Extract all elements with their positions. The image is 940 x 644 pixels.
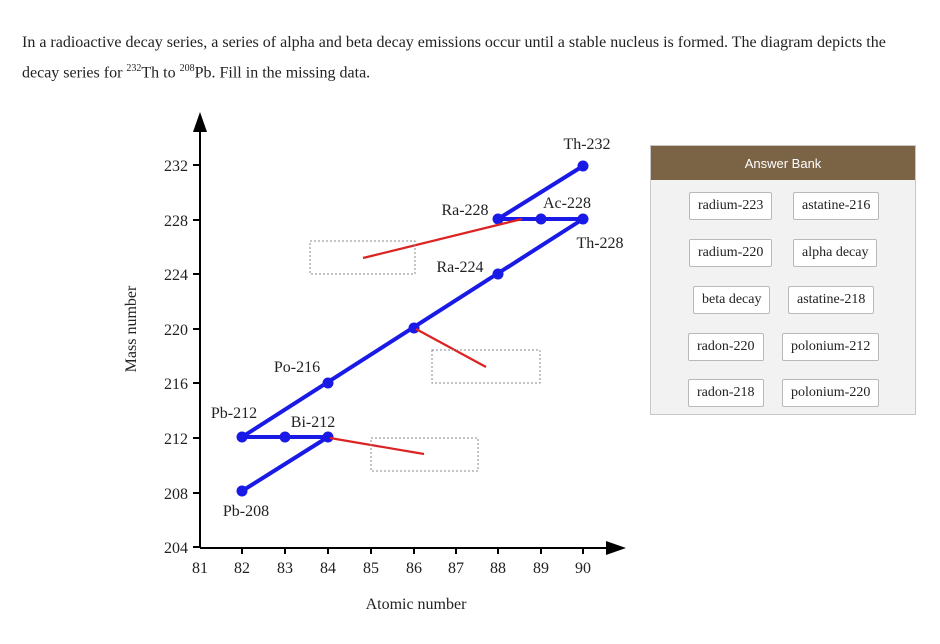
- x-tick-label: 84: [320, 560, 336, 577]
- point-th228: [577, 213, 589, 225]
- y-tick-label: 204: [164, 540, 188, 557]
- point-pb212: [236, 431, 248, 443]
- answer-chip-radon-220[interactable]: radon-220: [688, 333, 764, 361]
- x-tick-label: 88: [490, 560, 506, 577]
- answer-chip-astatine-218[interactable]: astatine-218: [788, 286, 875, 314]
- point-bi212: [279, 431, 291, 443]
- y-tick-label: 212: [164, 431, 188, 448]
- pointer-nuclide-212: [329, 436, 425, 456]
- question-part2: Th to: [141, 64, 180, 82]
- y-axis-label: Mass number: [123, 285, 140, 372]
- drop-target-nuclide-220[interactable]: [431, 349, 541, 384]
- thorium-mass-superscript: 232: [126, 63, 142, 74]
- answer-bank: Answer Bank radium-223 astatine-216 radi…: [650, 145, 916, 415]
- x-tick-label: 90: [575, 560, 591, 577]
- y-tick-label: 208: [164, 486, 188, 503]
- y-tick-labels: 232 228 224 220 216 212 208 204: [164, 158, 188, 557]
- answer-chip-astatine-216[interactable]: astatine-216: [793, 192, 880, 220]
- question-text: In a radioactive decay series, a series …: [22, 30, 922, 86]
- answer-chip-radium-223[interactable]: radium-223: [689, 192, 773, 220]
- nuclide-points: [236, 160, 589, 497]
- label-ra224: Ra-224: [436, 259, 483, 276]
- label-pb208: Pb-208: [223, 503, 269, 520]
- point-ra228: [492, 213, 504, 225]
- x-tick-label: 81: [192, 560, 208, 577]
- y-tick-label: 220: [164, 322, 188, 339]
- label-th228: Th-228: [576, 235, 623, 252]
- question-part1: In a radioactive decay series, a series …: [22, 34, 886, 82]
- answer-chip-radon-218[interactable]: radon-218: [688, 379, 764, 407]
- y-tick-label: 228: [164, 213, 188, 230]
- answer-chip-radium-220[interactable]: radium-220: [689, 239, 773, 267]
- x-axis-label: Atomic number: [366, 596, 468, 613]
- drop-target-nuclide-212[interactable]: [370, 437, 479, 472]
- decay-step-th232-ra228: [496, 164, 585, 221]
- pointer-alpha-decay: [362, 217, 523, 260]
- label-pb212: Pb-212: [211, 405, 257, 422]
- label-po216: Po-216: [274, 359, 320, 376]
- y-tick-label: 216: [164, 376, 188, 393]
- label-th232: Th-232: [563, 136, 610, 153]
- answer-bank-header: Answer Bank: [651, 146, 915, 180]
- y-axis-ticks: [193, 164, 200, 548]
- lead-mass-superscript: 208: [179, 63, 195, 74]
- point-th232: [577, 160, 589, 172]
- x-tick-label: 89: [533, 560, 549, 577]
- y-tick-label: 224: [164, 267, 188, 284]
- x-tick-label: 85: [363, 560, 379, 577]
- answer-chip-polonium-220[interactable]: polonium-220: [782, 379, 880, 407]
- label-ra228: Ra-228: [441, 202, 488, 219]
- x-tick-label: 82: [234, 560, 250, 577]
- point-ra224: [492, 268, 504, 280]
- point-rn220: [408, 322, 420, 334]
- point-po212: [322, 431, 334, 443]
- label-bi212: Bi-212: [291, 414, 335, 431]
- decay-step-bi212-pb208: [240, 435, 330, 493]
- x-axis-ticks: [241, 548, 584, 554]
- pointer-lines: [329, 217, 523, 456]
- answer-chip-polonium-212[interactable]: polonium-212: [782, 333, 880, 361]
- x-axis-arrow-icon: [606, 541, 626, 555]
- x-tick-label: 86: [406, 560, 422, 577]
- point-pb208: [236, 485, 248, 497]
- answer-chip-beta-decay[interactable]: beta decay: [693, 286, 771, 314]
- x-tick-labels: 81 82 83 84 85 86 87 88 89 90: [192, 560, 591, 577]
- point-po216: [322, 377, 334, 389]
- x-tick-label: 83: [277, 560, 293, 577]
- nuclide-labels: Th-232 Ac-228 Ra-228 Th-228 Ra-224 Po-21…: [211, 136, 624, 520]
- point-ac228: [535, 213, 547, 225]
- question-part3: Pb. Fill in the missing data.: [194, 64, 371, 82]
- y-tick-label: 232: [164, 158, 188, 175]
- y-axis-arrow-icon: [193, 112, 207, 132]
- pointer-nuclide-220: [415, 328, 487, 368]
- label-ac228: Ac-228: [543, 195, 591, 212]
- drop-target-decay-type[interactable]: [309, 240, 416, 275]
- x-tick-label: 87: [448, 560, 464, 577]
- answer-chip-alpha-decay[interactable]: alpha decay: [793, 239, 878, 267]
